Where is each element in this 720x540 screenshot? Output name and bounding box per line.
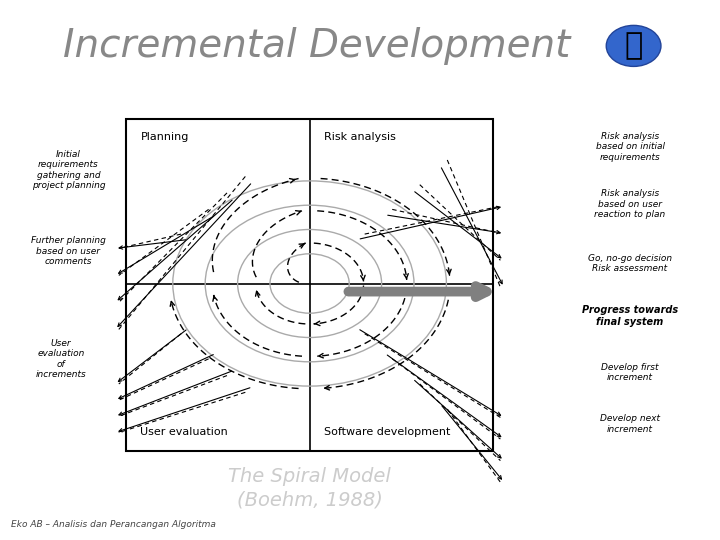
Text: Risk analysis
based on initial
requirements: Risk analysis based on initial requireme… [595, 132, 665, 162]
Text: User evaluation: User evaluation [140, 427, 228, 437]
Text: Develop next
increment: Develop next increment [600, 414, 660, 434]
Text: Risk analysis: Risk analysis [324, 132, 396, 143]
Text: Planning: Planning [140, 132, 189, 143]
Text: User
evaluation
of
increments: User evaluation of increments [36, 339, 86, 379]
Text: Eko AB – Analisis dan Perancangan Algoritma: Eko AB – Analisis dan Perancangan Algori… [11, 521, 216, 529]
Text: Risk analysis
based on user
reaction to plan: Risk analysis based on user reaction to … [595, 189, 665, 219]
Text: Further planning
based on user
comments: Further planning based on user comments [31, 236, 106, 266]
Text: Software development: Software development [324, 427, 451, 437]
Text: Initial
requirements
gathering and
project planning: Initial requirements gathering and proje… [32, 150, 105, 190]
Text: Progress towards
final system: Progress towards final system [582, 305, 678, 327]
Bar [126, 119, 493, 451]
Text: Develop first
increment: Develop first increment [601, 363, 659, 382]
Circle shape [606, 25, 661, 66]
Text: Go, no-go decision
Risk assessment: Go, no-go decision Risk assessment [588, 254, 672, 273]
Text: The Spiral Model: The Spiral Model [228, 467, 391, 486]
Text: Incremental Development: Incremental Development [63, 27, 570, 65]
Text: (Boehm, 1988): (Boehm, 1988) [237, 490, 382, 509]
Text: 🌍: 🌍 [624, 31, 643, 60]
